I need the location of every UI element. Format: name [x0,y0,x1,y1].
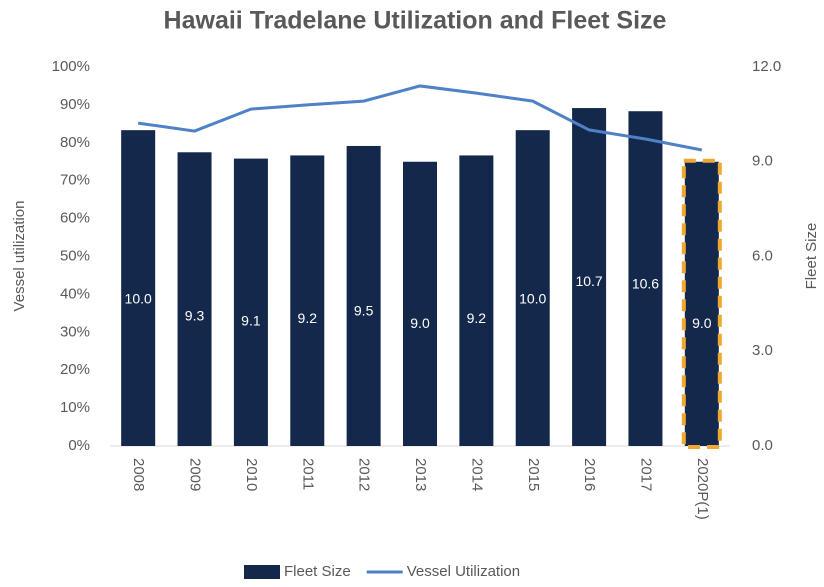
bar [177,152,212,446]
legend-label: Fleet Size [284,563,351,580]
y2-tick-label: 12.0 [752,58,781,75]
y-tick-label: 60% [60,210,90,227]
legend-label: Vessel Utilization [407,563,520,580]
y-tick-label: 0% [68,437,90,454]
y-tick-label: 20% [60,361,90,378]
value-label: 9.0 [410,315,430,331]
x-tick-label: 2011 [299,458,316,490]
x-tick-label: 2009 [187,458,204,491]
bar [233,158,268,446]
bar [290,155,325,446]
y-tick-label: 10% [60,399,90,416]
x-tick-label: 2012 [356,458,373,491]
bar [346,145,381,447]
value-label: 9.2 [298,310,318,326]
y-tick-label: 40% [60,285,90,302]
value-label: 9.1 [241,313,261,329]
x-tick-label: 2010 [243,458,260,491]
x-tick-label: 2008 [130,458,147,491]
value-label: 10.0 [125,290,152,306]
value-label: 9.5 [354,303,374,319]
y2-tick-label: 6.0 [752,247,773,264]
y2-tick-label: 3.0 [752,342,773,359]
y-axis-title: Vessel utilization [11,201,28,312]
value-label: 9.2 [467,310,487,326]
y-tick-label: 50% [60,247,90,264]
y-tick-label: 90% [60,96,90,113]
x-tick-label: 2020P(1) [694,458,711,520]
bar [403,161,437,446]
y-tick-label: 80% [60,134,90,151]
bar [459,155,494,446]
chart-title: Hawaii Tradelane Utilization and Fleet S… [164,7,667,35]
x-tick-label: 2016 [581,458,598,491]
value-label: 10.0 [519,290,546,306]
bar [684,161,719,446]
value-label: 9.3 [185,308,205,324]
value-label: 10.7 [575,273,602,289]
x-tick-label: 2014 [468,458,485,491]
y-tick-label: 70% [60,172,90,189]
y-tick-label: 100% [52,58,90,75]
legend-swatch [244,565,280,579]
x-tick-label: 2015 [525,458,542,491]
y2-tick-label: 0.0 [752,437,773,454]
highlight-box [681,158,722,449]
bar [121,130,156,446]
bar [515,130,550,446]
value-label: 10.6 [632,276,659,292]
x-tick-label: 2013 [412,458,429,491]
bar [572,108,607,446]
value-label: 9.0 [692,315,712,331]
bar [628,111,663,446]
y2-axis-title: Fleet Size [803,223,820,290]
y2-tick-label: 9.0 [752,153,773,170]
line [137,84,703,152]
y-tick-label: 30% [60,323,90,340]
x-tick-label: 2017 [637,458,654,491]
